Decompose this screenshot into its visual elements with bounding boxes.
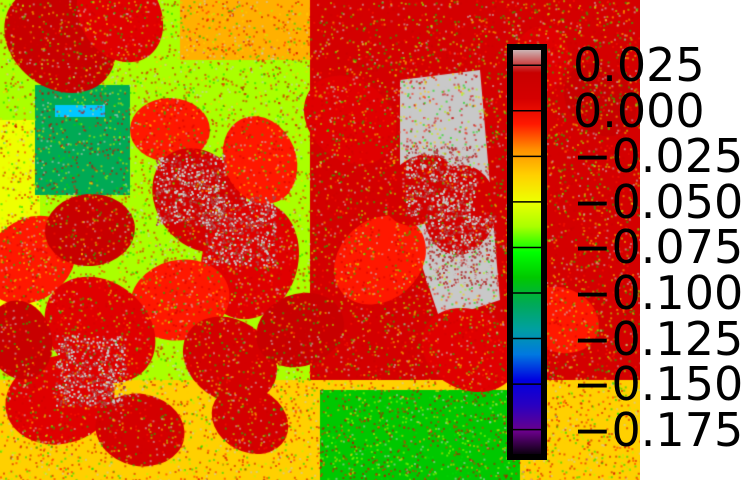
tick-label-5: −0.100 xyxy=(573,266,744,320)
tick-label-2: −0.025 xyxy=(573,129,744,184)
tick-label-0: 0.025 xyxy=(573,38,705,93)
tick-label-7: −0.150 xyxy=(573,357,744,412)
tick-label-4: −0.075 xyxy=(573,220,744,275)
tick-label-1: 0.000 xyxy=(573,83,705,138)
colorbar-ticks xyxy=(510,64,544,431)
tick-label-6: −0.125 xyxy=(573,311,744,366)
colorbar xyxy=(507,44,547,460)
tick-label-3: −0.050 xyxy=(573,174,744,229)
colorbar-gradient xyxy=(510,47,544,457)
colorbar-frame xyxy=(507,44,547,460)
tick-label-8: −0.175 xyxy=(573,402,744,457)
